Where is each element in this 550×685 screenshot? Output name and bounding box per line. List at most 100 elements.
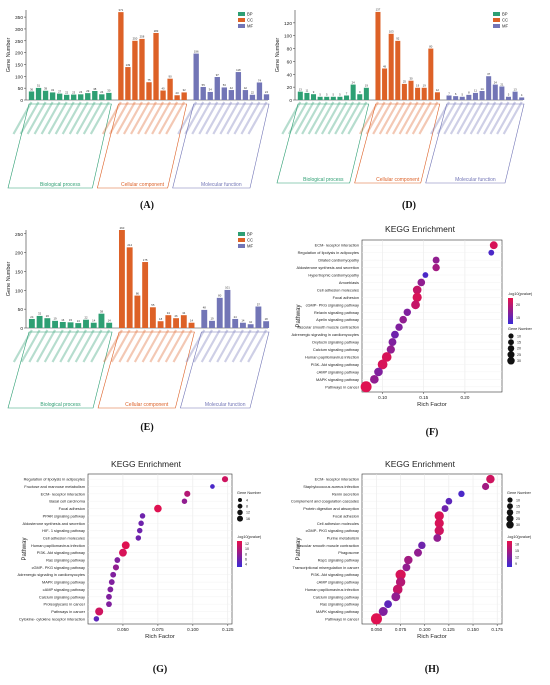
bar — [459, 96, 465, 100]
pathway-label: Hypertrophic cardiomyopathy — [308, 273, 359, 278]
term-label-strip — [294, 101, 315, 135]
bar — [512, 91, 518, 100]
term-label-strip — [307, 101, 328, 135]
bar-value-label: 32 — [38, 312, 42, 316]
pathway-label: PPAR signaling pathway — [43, 513, 85, 518]
bar — [78, 94, 84, 100]
pathway-dot — [135, 535, 142, 541]
term-label-strip — [82, 329, 103, 363]
dot-plot-F: KEGG Enrichment 0.10 0.15 0.20 ECM- receptor… — [292, 224, 533, 438]
x-tick-label: 0.150 — [467, 627, 479, 632]
bar — [83, 319, 89, 328]
bar-value-label: 26 — [175, 314, 179, 318]
pathway-label: Complement and coagulation cascades — [291, 499, 359, 504]
term-label-strip — [36, 329, 57, 363]
pathway-label: Transcriptional misregulation in cancer — [293, 565, 360, 570]
bar — [35, 87, 42, 100]
legend-swatch — [238, 238, 245, 242]
bar — [125, 67, 131, 100]
term-label-strip — [463, 101, 484, 135]
term-label-strip — [67, 329, 87, 363]
term-label-strip — [185, 329, 206, 363]
pathway-dot — [221, 476, 229, 483]
bar — [255, 306, 262, 328]
bar — [85, 93, 91, 100]
y-tick-label: 100 — [15, 288, 23, 294]
x-tick-label: 0.075 — [152, 627, 164, 632]
size-legend-dot — [506, 521, 514, 529]
term-label-strip — [365, 101, 386, 135]
bar — [247, 324, 254, 328]
pathway-dot — [360, 381, 372, 393]
bar — [317, 96, 323, 100]
term-label-strip — [43, 329, 64, 363]
bar-value-label: 80 — [429, 44, 433, 48]
bar — [42, 90, 49, 100]
bar — [472, 92, 478, 100]
bar-value-label: 24 — [100, 90, 104, 94]
bar — [36, 315, 43, 328]
bar-value-label: 20 — [176, 91, 180, 95]
bar — [146, 82, 152, 100]
term-label-strip — [177, 101, 198, 135]
bar — [232, 318, 239, 328]
bar-value-label: 14 — [190, 319, 194, 323]
pathway-label: MAPK signaling pathway — [42, 580, 85, 585]
bar-value-label: 19 — [210, 317, 214, 321]
pathway-dot — [110, 571, 117, 578]
x-axis-label: Rich Factor — [145, 634, 175, 640]
bar — [242, 90, 249, 100]
legend-swatch — [238, 244, 245, 248]
pathway-label: Relaxin signaling pathway — [314, 310, 359, 315]
size-legend-tick: 15 — [516, 505, 520, 509]
term-label-strip — [82, 101, 103, 135]
pathway-dot — [418, 541, 426, 550]
bar — [249, 94, 256, 100]
term-label-strip — [205, 101, 226, 135]
bar — [395, 40, 401, 100]
pathway-dot — [370, 375, 379, 384]
bar — [157, 321, 164, 328]
bar — [350, 84, 356, 100]
bar — [357, 94, 363, 100]
term-label-strip — [200, 329, 221, 363]
pathway-label: ECM- receptor interaction — [315, 243, 359, 248]
bar-value-label: 13 — [77, 319, 81, 323]
term-label-strip — [347, 101, 368, 135]
bar — [239, 322, 246, 328]
x-tick-label: 0.15 — [419, 395, 428, 400]
pathway-dot — [139, 513, 146, 519]
pathway-label: Human papillomavirus infection — [305, 354, 359, 359]
color-legend-tick: 8 — [245, 552, 247, 556]
y-tick-label: 250 — [15, 39, 23, 45]
bar-value-label: 14 — [92, 319, 96, 323]
size-legend-tick: 20 — [517, 347, 521, 351]
pathway-dot — [404, 555, 413, 565]
x-tick-label: 0.100 — [419, 627, 431, 632]
size-legend-dot — [238, 498, 242, 502]
size-legend-dot — [237, 515, 243, 522]
pathway-label: cAMP signaling pathway — [43, 587, 85, 592]
bar-value-label: 260 — [120, 226, 125, 230]
term-label-strip — [223, 329, 244, 363]
bar-value-label: 196 — [194, 49, 199, 53]
pathway-dot — [395, 323, 403, 331]
term-label-strip — [436, 101, 457, 135]
pathway-dot — [108, 579, 115, 585]
bar — [337, 96, 343, 100]
pathway-label: Adrenergic signaling in cardiomyocytes — [292, 332, 360, 337]
pathway-dot — [112, 564, 120, 571]
x-tick-label: 0.10 — [378, 395, 387, 400]
term-label-strip — [327, 101, 348, 135]
y-tick-label: 60 — [287, 59, 293, 65]
term-label-strip — [144, 101, 165, 135]
bar-value-label: 97 — [216, 73, 220, 77]
term-label-strip — [118, 329, 139, 363]
term-label-strip — [334, 101, 355, 135]
bar-value-label: 24 — [265, 90, 269, 94]
pathway-label: Protein digestion and absorption — [303, 506, 359, 511]
bar — [28, 91, 35, 100]
bar-value-label: 9 — [359, 90, 361, 94]
bar-value-label: 19 — [365, 84, 369, 88]
